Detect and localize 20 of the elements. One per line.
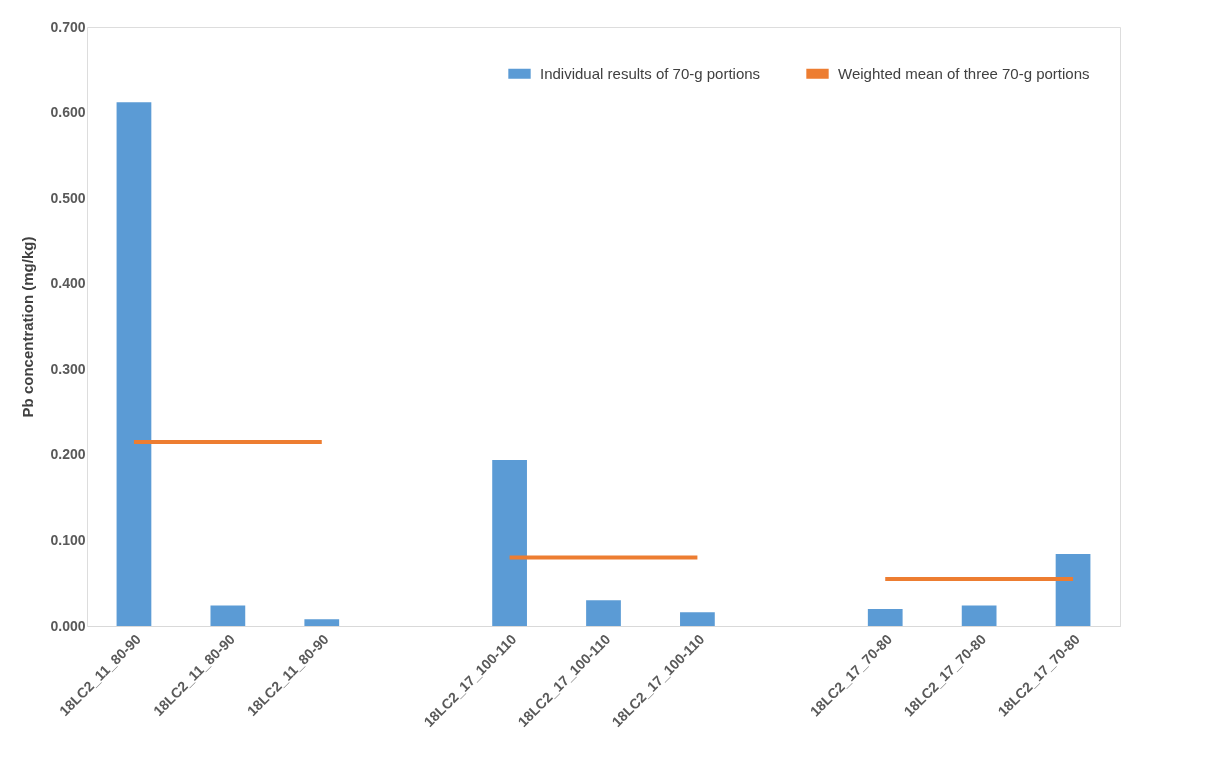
bar — [492, 459, 527, 626]
y-tick-label: 0.700 — [50, 18, 86, 35]
bar — [586, 600, 621, 626]
bar — [867, 608, 903, 626]
bar — [1055, 554, 1091, 626]
y-tick-label: 0.100 — [50, 531, 86, 548]
y-tick-label: 0.200 — [50, 446, 86, 463]
legend-label: Individual results of 70-g portions — [540, 64, 761, 82]
bar — [304, 619, 340, 626]
y-axis-title: Pb concentration (mg/kg) — [19, 236, 37, 418]
bar — [961, 605, 997, 626]
y-tick-label: 0.500 — [50, 189, 86, 206]
bar — [116, 102, 152, 626]
legend-label: Weighted mean of three 70-g portions — [838, 64, 1090, 82]
bar — [210, 605, 246, 626]
y-tick-label: 0.400 — [50, 275, 86, 292]
y-tick-label: 0.600 — [50, 104, 86, 121]
y-tick-label: 0.000 — [50, 617, 86, 634]
bar — [680, 612, 715, 626]
y-tick-label: 0.300 — [50, 360, 86, 377]
